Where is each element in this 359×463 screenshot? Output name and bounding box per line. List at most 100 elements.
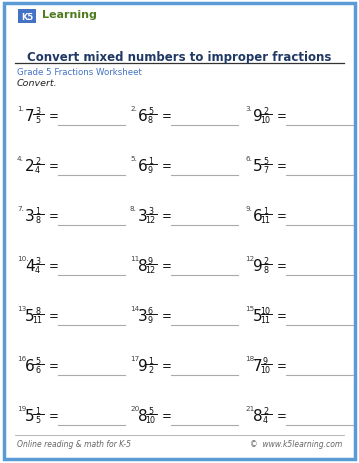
Text: 1.: 1.	[17, 106, 24, 112]
Text: =: =	[49, 309, 59, 322]
Text: =: =	[277, 259, 287, 272]
Text: 21.: 21.	[245, 405, 256, 411]
Text: =: =	[277, 409, 287, 422]
Text: 4: 4	[35, 265, 40, 275]
Text: =: =	[162, 359, 172, 372]
Text: Grade 5 Fractions Worksheet: Grade 5 Fractions Worksheet	[17, 68, 142, 77]
Text: 2.: 2.	[130, 106, 137, 112]
Text: 11.: 11.	[130, 256, 141, 262]
Text: 12: 12	[145, 216, 155, 225]
Text: Online reading & math for K-5: Online reading & math for K-5	[17, 439, 131, 448]
Text: =: =	[162, 210, 172, 223]
Text: 4: 4	[35, 166, 40, 175]
Text: 13.: 13.	[17, 305, 28, 311]
Text: 6.: 6.	[245, 156, 252, 162]
Text: 2: 2	[148, 365, 153, 374]
Text: 3: 3	[25, 208, 35, 224]
Text: 7.: 7.	[17, 206, 24, 212]
Text: =: =	[49, 110, 59, 123]
FancyBboxPatch shape	[4, 4, 355, 459]
Text: 11: 11	[261, 315, 270, 324]
Text: ©  www.k5learning.com: © www.k5learning.com	[250, 439, 342, 448]
FancyBboxPatch shape	[18, 10, 36, 24]
Text: 3: 3	[35, 257, 40, 265]
Text: =: =	[277, 210, 287, 223]
Text: 8.: 8.	[130, 206, 137, 212]
Text: 2: 2	[35, 156, 40, 166]
Text: =: =	[277, 359, 287, 372]
Text: 6: 6	[148, 307, 153, 315]
Text: 2: 2	[263, 107, 268, 116]
Text: 10: 10	[261, 365, 270, 374]
Text: 14.: 14.	[130, 305, 141, 311]
Text: 5: 5	[35, 356, 40, 365]
Text: 10: 10	[261, 116, 270, 125]
Text: 19.: 19.	[17, 405, 28, 411]
Text: 7: 7	[253, 358, 263, 373]
Text: 16.: 16.	[17, 355, 28, 361]
Text: Convert mixed numbers to improper fractions: Convert mixed numbers to improper fracti…	[27, 50, 332, 63]
Text: 6: 6	[25, 358, 35, 373]
Text: 1: 1	[35, 206, 40, 216]
Text: 7: 7	[263, 166, 268, 175]
Text: 10: 10	[261, 307, 270, 315]
Text: 5.: 5.	[130, 156, 137, 162]
Text: 4: 4	[263, 415, 268, 424]
Text: 3: 3	[148, 206, 153, 216]
Text: 3: 3	[138, 308, 148, 323]
Text: =: =	[162, 309, 172, 322]
Text: 10: 10	[145, 415, 155, 424]
Text: 17.: 17.	[130, 355, 141, 361]
Text: 5: 5	[253, 308, 263, 323]
Text: 5: 5	[35, 415, 40, 424]
Text: 4.: 4.	[17, 156, 24, 162]
Text: =: =	[277, 309, 287, 322]
Text: K5: K5	[21, 13, 33, 21]
Text: 8: 8	[138, 408, 148, 423]
Text: 8: 8	[35, 307, 40, 315]
Text: 7: 7	[25, 109, 34, 124]
Text: 8: 8	[263, 265, 268, 275]
Text: 11: 11	[33, 315, 42, 324]
Text: 10.: 10.	[17, 256, 28, 262]
Text: =: =	[49, 409, 59, 422]
Text: 8: 8	[138, 258, 148, 274]
Text: 5: 5	[35, 116, 40, 125]
Text: =: =	[49, 259, 59, 272]
Text: =: =	[277, 110, 287, 123]
Text: 9: 9	[148, 257, 153, 265]
Text: 2: 2	[263, 257, 268, 265]
Text: 5: 5	[148, 107, 153, 116]
Text: =: =	[162, 409, 172, 422]
Text: 6: 6	[253, 208, 263, 224]
Text: 8: 8	[253, 408, 263, 423]
Text: 5: 5	[148, 406, 153, 415]
Text: =: =	[49, 160, 59, 173]
Text: 9.: 9.	[245, 206, 252, 212]
Text: 12.: 12.	[245, 256, 256, 262]
Text: 9: 9	[138, 358, 148, 373]
Text: 6: 6	[138, 159, 148, 174]
Text: 5: 5	[263, 156, 268, 166]
Text: 20.: 20.	[130, 405, 141, 411]
Text: 11: 11	[261, 216, 270, 225]
Text: 9: 9	[263, 356, 268, 365]
Text: 3: 3	[35, 107, 40, 116]
Text: 9: 9	[253, 258, 263, 274]
Text: 18.: 18.	[245, 355, 256, 361]
Text: =: =	[162, 110, 172, 123]
Text: Convert.: Convert.	[17, 79, 58, 88]
Text: 8: 8	[148, 116, 153, 125]
Text: 2: 2	[263, 406, 268, 415]
Text: 4: 4	[25, 258, 34, 274]
Text: =: =	[49, 210, 59, 223]
Text: 9: 9	[148, 315, 153, 324]
Text: =: =	[162, 259, 172, 272]
Text: 9: 9	[148, 166, 153, 175]
Text: 6: 6	[138, 109, 148, 124]
Text: Learning: Learning	[42, 10, 97, 20]
Text: 1: 1	[148, 156, 153, 166]
Text: =: =	[277, 160, 287, 173]
Text: 5: 5	[253, 159, 263, 174]
Text: 3: 3	[138, 208, 148, 224]
